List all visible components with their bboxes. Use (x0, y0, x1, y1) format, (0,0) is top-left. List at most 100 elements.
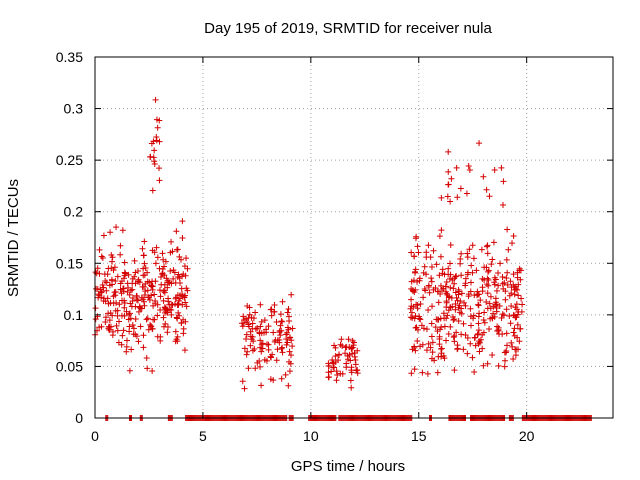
data-point (496, 331, 503, 338)
data-point (354, 347, 361, 354)
data-point (179, 218, 186, 225)
data-point (447, 284, 454, 291)
data-point (98, 288, 105, 295)
data-point (464, 335, 471, 342)
data-point (325, 373, 332, 380)
data-point (160, 314, 167, 321)
data-point (118, 290, 125, 297)
data-point (252, 309, 259, 316)
x-tick-label: 20 (519, 428, 535, 444)
data-point (181, 347, 188, 354)
data-point (113, 322, 120, 329)
data-point (452, 306, 459, 313)
data-point (480, 362, 487, 369)
data-point (408, 370, 415, 377)
data-point (157, 293, 164, 300)
data-point (112, 277, 119, 284)
data-point (478, 246, 485, 253)
data-point (118, 312, 125, 319)
data-point (475, 291, 482, 298)
data-point (503, 275, 510, 282)
data-point (445, 168, 452, 175)
data-point (258, 318, 265, 325)
data-point (506, 292, 513, 299)
data-point (483, 281, 490, 288)
data-point (510, 271, 517, 278)
data-point (468, 322, 475, 329)
data-point (483, 186, 490, 193)
data-point (458, 331, 465, 338)
data-point (285, 306, 292, 313)
data-point (145, 326, 152, 333)
data-point (141, 238, 148, 245)
data-point (127, 300, 134, 307)
data-point (481, 309, 488, 316)
y-tick-label: 0.2 (64, 204, 84, 220)
data-point (179, 273, 186, 280)
data-point (509, 343, 516, 350)
data-point (268, 354, 275, 361)
data-point (103, 287, 110, 294)
data-point (173, 228, 180, 235)
data-point (241, 317, 248, 324)
data-point (282, 371, 289, 378)
data-point (425, 340, 432, 347)
data-point (457, 298, 464, 305)
data-point (421, 285, 428, 292)
data-point (289, 325, 296, 332)
data-point (267, 306, 274, 313)
data-point (119, 332, 126, 339)
data-point (504, 226, 511, 233)
data-point (141, 292, 148, 299)
data-point (257, 337, 264, 344)
data-point (110, 267, 117, 274)
data-point (288, 352, 295, 359)
data-point (417, 343, 424, 350)
data-point (466, 246, 473, 253)
data-point (447, 242, 454, 249)
data-point (287, 334, 294, 341)
data-point (162, 304, 169, 311)
data-point (285, 382, 292, 389)
data-point (334, 372, 341, 379)
data-point (271, 308, 278, 315)
data-point (487, 315, 494, 322)
data-point (491, 313, 498, 320)
data-point (429, 303, 436, 310)
data-point (180, 330, 187, 337)
y-tick-label: 0.35 (56, 49, 83, 65)
data-point (129, 294, 136, 301)
data-point (495, 282, 502, 289)
data-point (453, 329, 460, 336)
data-point (273, 357, 280, 364)
data-point (462, 302, 469, 309)
data-point (443, 279, 450, 286)
data-point (408, 309, 415, 316)
data-point (130, 331, 137, 338)
data-point (156, 265, 163, 272)
data-point (92, 269, 99, 276)
data-point (110, 300, 117, 307)
data-point (438, 227, 445, 234)
data-point (457, 260, 464, 267)
data-point (511, 284, 518, 291)
data-point (150, 316, 157, 323)
data-point (514, 321, 521, 328)
data-point (441, 271, 448, 278)
data-point (245, 365, 252, 372)
data-point (168, 238, 175, 245)
data-point (183, 255, 190, 262)
data-point (279, 349, 286, 356)
plot-frame (94, 56, 614, 419)
data-point (149, 187, 156, 194)
data-point (491, 274, 498, 281)
data-point (258, 382, 265, 389)
data-point (273, 319, 280, 326)
data-point (278, 345, 285, 352)
data-point (475, 320, 482, 327)
grid-lines (95, 57, 613, 418)
data-point (428, 355, 435, 362)
data-point (159, 250, 166, 257)
data-point (441, 315, 448, 322)
